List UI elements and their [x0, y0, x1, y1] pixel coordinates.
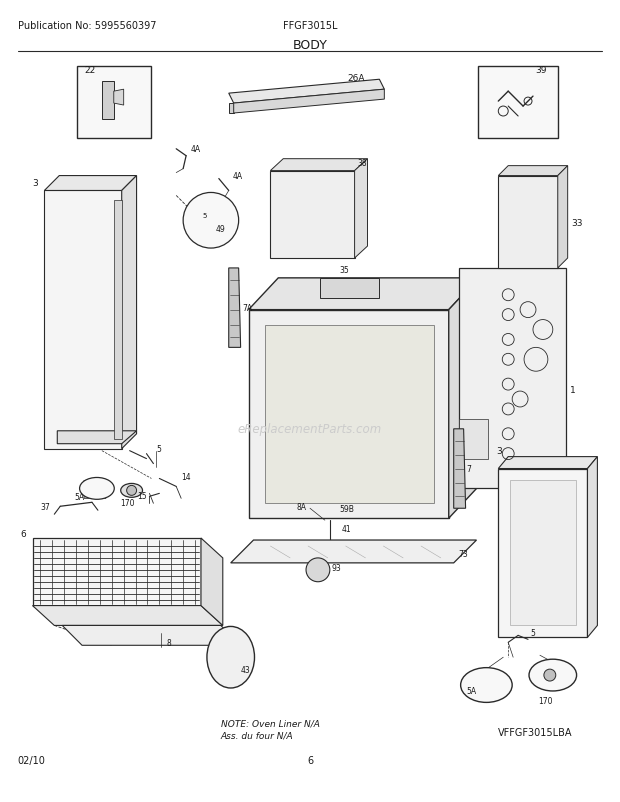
Text: FFGF3015L: FFGF3015L [283, 21, 337, 30]
Bar [77, 67, 151, 139]
Text: 39: 39 [535, 66, 546, 75]
Polygon shape [459, 269, 565, 488]
Text: 7: 7 [467, 464, 471, 473]
Polygon shape [229, 80, 384, 104]
Polygon shape [234, 90, 384, 114]
Bar [459, 419, 489, 459]
Polygon shape [270, 160, 368, 172]
Text: 4A: 4A [232, 172, 243, 180]
Polygon shape [229, 104, 234, 114]
Polygon shape [471, 675, 497, 697]
Ellipse shape [461, 668, 512, 703]
Text: 5A: 5A [74, 492, 84, 501]
Polygon shape [265, 325, 434, 504]
Text: 22: 22 [84, 66, 95, 75]
Text: Ass. du four N/A: Ass. du four N/A [221, 731, 293, 739]
Polygon shape [249, 310, 449, 519]
Text: 93: 93 [332, 564, 342, 573]
Text: 5A: 5A [467, 687, 477, 695]
Text: 5: 5 [202, 213, 206, 219]
Polygon shape [45, 176, 136, 191]
Polygon shape [498, 167, 568, 176]
Polygon shape [510, 481, 575, 626]
Ellipse shape [529, 659, 577, 691]
Polygon shape [249, 278, 479, 310]
Text: 37: 37 [40, 502, 50, 511]
Circle shape [306, 558, 330, 582]
Text: 5: 5 [156, 444, 161, 454]
Polygon shape [498, 469, 588, 638]
Ellipse shape [121, 484, 143, 498]
Text: 8A: 8A [296, 502, 306, 511]
Polygon shape [201, 538, 223, 626]
Text: 1: 1 [570, 385, 575, 394]
Text: 170: 170 [538, 697, 552, 706]
Text: 7A: 7A [242, 304, 253, 313]
Text: 4A: 4A [191, 145, 202, 154]
Polygon shape [454, 429, 466, 508]
Text: 6: 6 [307, 755, 313, 764]
Ellipse shape [79, 478, 114, 500]
Polygon shape [84, 481, 106, 499]
Circle shape [126, 486, 136, 496]
Circle shape [183, 193, 239, 249]
Polygon shape [32, 538, 201, 606]
Polygon shape [32, 606, 223, 626]
Bar [479, 67, 558, 139]
Text: NOTE: Oven Liner N/A: NOTE: Oven Liner N/A [221, 719, 320, 728]
Polygon shape [57, 431, 136, 444]
Text: 02/10: 02/10 [17, 755, 45, 764]
Polygon shape [588, 457, 598, 638]
Text: 5: 5 [530, 628, 535, 637]
Text: 3: 3 [497, 447, 502, 456]
Polygon shape [114, 90, 123, 106]
Polygon shape [538, 666, 563, 687]
Polygon shape [449, 278, 479, 519]
Text: 14: 14 [181, 472, 191, 481]
Ellipse shape [207, 626, 254, 688]
Text: 38: 38 [358, 159, 367, 168]
Text: 3: 3 [32, 179, 38, 188]
Polygon shape [231, 541, 477, 563]
Text: BODY: BODY [293, 38, 327, 51]
Polygon shape [62, 626, 241, 646]
Polygon shape [355, 160, 368, 259]
Polygon shape [498, 176, 558, 269]
Text: 8: 8 [166, 638, 171, 647]
Bar [320, 278, 379, 298]
Text: 35: 35 [340, 266, 350, 275]
Text: 49: 49 [216, 225, 226, 233]
Text: 41: 41 [342, 524, 352, 533]
Polygon shape [498, 457, 598, 469]
Polygon shape [122, 176, 136, 449]
Text: 33: 33 [572, 218, 583, 228]
Text: 43: 43 [241, 665, 250, 674]
Circle shape [544, 670, 556, 681]
Text: 73: 73 [459, 549, 468, 559]
Text: eReplacementParts.com: eReplacementParts.com [238, 423, 382, 435]
Text: 6: 6 [20, 529, 27, 538]
Polygon shape [201, 211, 215, 229]
Polygon shape [558, 167, 568, 269]
Text: 26A: 26A [348, 74, 365, 83]
Text: 15: 15 [138, 492, 147, 500]
Polygon shape [45, 191, 122, 449]
Text: 170: 170 [120, 498, 134, 507]
Text: 59B: 59B [340, 504, 355, 513]
Text: VFFGF3015LBA: VFFGF3015LBA [498, 727, 573, 737]
Polygon shape [102, 82, 114, 119]
Polygon shape [270, 172, 355, 259]
Text: Publication No: 5995560397: Publication No: 5995560397 [17, 21, 156, 30]
Polygon shape [229, 269, 241, 348]
Polygon shape [114, 201, 122, 439]
